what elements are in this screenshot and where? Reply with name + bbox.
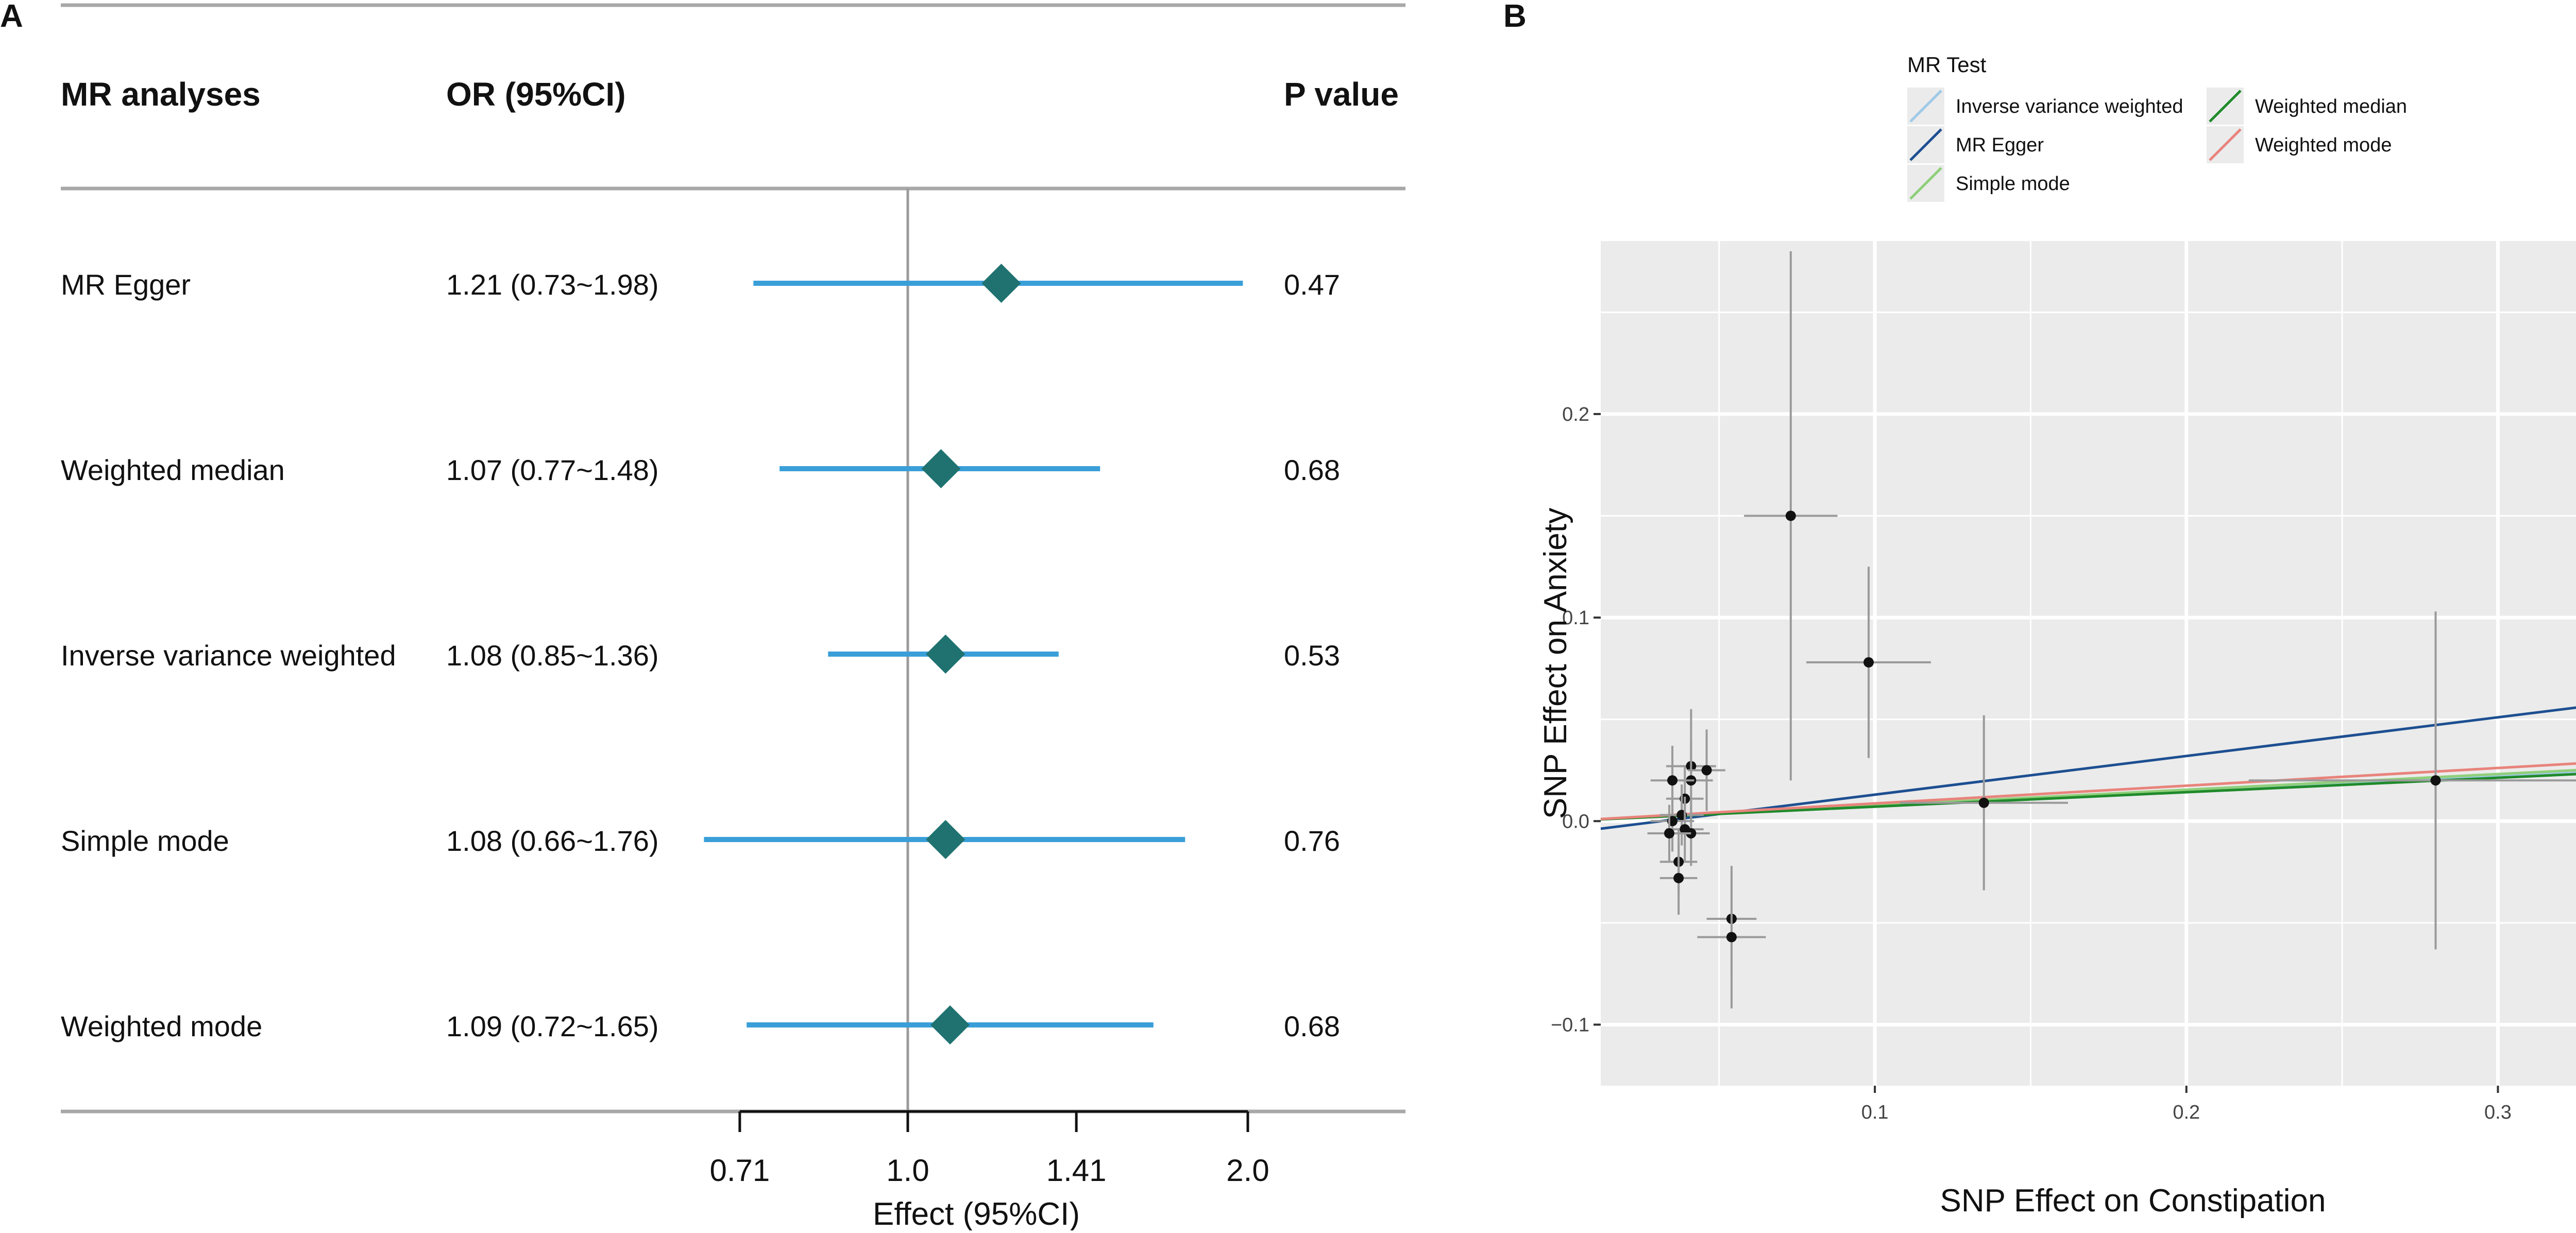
header-or-95ci: OR (95%CI) <box>446 76 626 113</box>
legend-key-line <box>2209 90 2242 123</box>
legend-items: Inverse variance weighted MR Egger Simple … <box>1907 88 2407 202</box>
forest-row: Inverse variance weighted 1.08 (0.85~1.36… <box>61 635 1340 674</box>
effect-axis-title: Effect (95%CI) <box>873 1196 1080 1230</box>
forest-row: Weighted median 1.07 (0.77~1.48) 0.68 <box>61 449 1340 488</box>
legend-item: Weighted median <box>2207 88 2407 125</box>
y-tick-label: −0.1 <box>1551 1014 1589 1036</box>
line-weighted-mode <box>1600 762 2576 820</box>
regression-lines <box>1600 706 2576 830</box>
x-axis-title: SNP Effect on Constipation <box>1940 1183 2326 1219</box>
panel-a-forest-plot: A MR analyses OR (95%CI) P value MR Egge… <box>0 0 1405 1232</box>
line-mr-egger <box>1600 706 2576 830</box>
point-estimate-diamond <box>926 820 965 859</box>
legend-title: MR Test <box>1907 53 1987 77</box>
point-estimate-diamond <box>921 449 961 488</box>
point-estimate-diamond <box>926 635 965 674</box>
plot-panel-background <box>1601 241 2576 1086</box>
snp-point <box>1697 872 1766 1008</box>
legend-key-line <box>1909 167 1942 200</box>
point-marker <box>1664 828 1675 838</box>
legend-label: MR Egger <box>1956 134 2044 156</box>
forest-row: Weighted mode 1.09 (0.72~1.65) 0.68 <box>61 1005 1340 1044</box>
point-marker <box>1863 657 1874 668</box>
row-analysis-name: Weighted mode <box>61 1010 262 1042</box>
row-p-value: 0.68 <box>1284 1010 1340 1042</box>
row-or-ci-text: 1.21 (0.73~1.98) <box>446 268 659 301</box>
panel-b-letter: B <box>1503 0 1527 34</box>
panel-b-scatter-plot: B MR Test Inverse variance weighted MR Eg… <box>1503 0 2576 1219</box>
y-axis-title: SNP Effect on Anxiety <box>1538 508 1573 819</box>
row-or-ci-text: 1.08 (0.85~1.36) <box>446 639 659 672</box>
point-marker <box>1673 872 1684 883</box>
legend-key-line <box>2209 128 2242 161</box>
legend-item: Inverse variance weighted <box>1907 88 2183 125</box>
y-tick-label: 0.0 <box>1562 811 1589 832</box>
point-marker <box>1667 775 1678 786</box>
effect-tick-label: 1.41 <box>1046 1153 1107 1188</box>
legend-label: Simple mode <box>1956 173 2070 195</box>
row-or-ci-text: 1.08 (0.66~1.76) <box>446 825 659 857</box>
row-or-ci-text: 1.09 (0.72~1.65) <box>446 1010 659 1042</box>
legend-key-line <box>1909 128 1942 161</box>
snp-point <box>2248 611 2576 950</box>
header-mr-analyses: MR analyses <box>61 76 261 113</box>
y-tick-label: 0.2 <box>1562 404 1589 425</box>
effect-tick-label: 1.0 <box>886 1153 929 1188</box>
row-p-value: 0.68 <box>1284 454 1340 486</box>
x-tick-label: 0.2 <box>2173 1102 2200 1123</box>
point-marker <box>2430 775 2441 786</box>
snp-point <box>1647 804 1691 862</box>
row-analysis-name: Inverse variance weighted <box>61 639 396 672</box>
snp-point <box>1659 841 1698 915</box>
snp-point <box>1806 567 1931 758</box>
legend-label: Inverse variance weighted <box>1956 96 2183 117</box>
mr-test-legend: MR Test Inverse variance weighted MR Egge… <box>1907 53 2407 202</box>
legend-key-line <box>1909 90 1942 123</box>
forest-row: MR Egger 1.21 (0.73~1.98) 0.47 <box>61 264 1340 303</box>
effect-tick-label: 2.0 <box>1226 1153 1269 1188</box>
line-weighted-median <box>1600 773 2576 821</box>
x-tick-label: 0.3 <box>2484 1102 2512 1123</box>
row-analysis-name: MR Egger <box>61 268 191 301</box>
effect-tick-label: 0.71 <box>709 1153 770 1188</box>
point-marker <box>1785 510 1796 521</box>
point-marker <box>1701 765 1712 776</box>
snp-points <box>1647 251 2576 1008</box>
row-analysis-name: Simple mode <box>61 825 229 857</box>
row-p-value: 0.76 <box>1284 825 1340 857</box>
y-tick-label: 0.1 <box>1562 607 1589 629</box>
row-analysis-name: Weighted median <box>61 454 285 486</box>
panel-a-letter: A <box>0 0 23 34</box>
snp-point <box>1688 729 1725 811</box>
row-p-value: 0.53 <box>1284 639 1340 672</box>
legend-item: MR Egger <box>1907 126 2044 163</box>
snp-point <box>1744 251 1838 781</box>
forest-rows: MR Egger 1.21 (0.73~1.98) 0.47 Weighted med… <box>61 264 1340 1044</box>
x-tick-label: 0.1 <box>1861 1102 1889 1123</box>
point-marker <box>1978 797 1989 808</box>
legend-item: Simple mode <box>1907 165 2070 202</box>
plot-axis-ticks: 0.1 0.2 0.3 −0.1 0.0 0.1 0.2 <box>1551 404 2512 1123</box>
point-estimate-diamond <box>981 264 1021 303</box>
point-marker <box>1726 932 1737 943</box>
row-p-value: 0.47 <box>1284 268 1340 301</box>
snp-point <box>1900 715 2068 890</box>
point-estimate-diamond <box>930 1005 970 1044</box>
header-p-value: P value <box>1284 76 1399 113</box>
legend-item: Weighted mode <box>2207 126 2392 163</box>
legend-label: Weighted mode <box>2255 134 2392 156</box>
forest-row: Simple mode 1.08 (0.66~1.76) 0.76 <box>61 820 1340 859</box>
effect-axis-ticks: 0.71 1.0 1.41 2.0 <box>709 1111 1269 1188</box>
row-or-ci-text: 1.07 (0.77~1.48) <box>446 454 659 486</box>
legend-label: Weighted median <box>2255 96 2407 117</box>
